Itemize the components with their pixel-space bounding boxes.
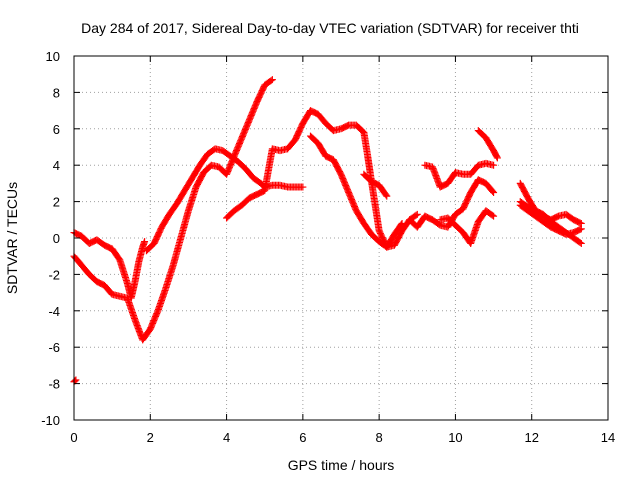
data-series — [70, 76, 276, 344]
data-point — [576, 226, 584, 234]
data-series — [516, 201, 585, 238]
x-axis-label: GPS time / hours — [288, 457, 395, 473]
x-tick-label: 4 — [223, 430, 230, 445]
y-tick-label: 0 — [53, 231, 60, 246]
data-series — [306, 132, 406, 251]
y-tick-label: -10 — [41, 413, 60, 428]
data-point — [490, 212, 498, 220]
y-tick-label: 2 — [53, 195, 60, 210]
x-tick-label: 0 — [70, 430, 77, 445]
y-tick-label: 6 — [53, 122, 60, 137]
axis-ticks — [73, 55, 609, 421]
data-point — [413, 210, 421, 218]
y-tick-label: 10 — [46, 49, 60, 64]
data-series — [142, 145, 307, 255]
data-point — [141, 238, 149, 246]
data-series — [516, 179, 585, 247]
data-point — [493, 153, 501, 161]
data-point — [490, 189, 498, 196]
x-tick-label: 2 — [147, 430, 154, 445]
data-point — [412, 211, 420, 219]
data-point — [493, 154, 501, 162]
data-point — [397, 221, 405, 229]
data-series — [436, 207, 498, 247]
data-points — [70, 76, 585, 386]
x-tick-label: 14 — [601, 430, 615, 445]
data-point — [489, 187, 497, 195]
x-tick-label: 12 — [524, 430, 538, 445]
data-point — [576, 239, 584, 247]
data-point — [268, 76, 276, 84]
data-point — [577, 225, 585, 233]
tick-labels: 0 2 4 6 8 10 12 14 -10 -8 -6 -4 -2 0 2 4 6 8 10 — [41, 49, 615, 445]
grid-lines — [74, 56, 608, 420]
y-tick-label: -4 — [48, 304, 60, 319]
data-series — [421, 159, 498, 191]
data-series — [70, 229, 149, 302]
y-tick-label: -6 — [48, 340, 60, 355]
data-point — [576, 219, 584, 227]
data-point — [490, 161, 498, 169]
data-series — [474, 127, 501, 162]
y-tick-label: -2 — [48, 267, 60, 282]
y-tick-label: -8 — [48, 377, 60, 392]
data-series — [360, 170, 391, 200]
x-tick-label: 8 — [376, 430, 383, 445]
data-point — [488, 211, 496, 219]
data-point — [577, 239, 585, 247]
chart-title: Day 284 of 2017, Sidereal Day-to-day VTE… — [81, 20, 579, 36]
y-tick-label: 8 — [53, 85, 60, 100]
data-point — [398, 219, 406, 227]
x-tick-label: 10 — [448, 430, 462, 445]
data-point — [382, 191, 390, 199]
y-tick-label: 4 — [53, 158, 60, 173]
y-axis-label: SDTVAR / TECUs — [4, 182, 20, 294]
data-point — [267, 77, 275, 85]
x-tick-label: 6 — [299, 430, 306, 445]
data-point — [299, 183, 307, 191]
data-point — [383, 192, 391, 200]
